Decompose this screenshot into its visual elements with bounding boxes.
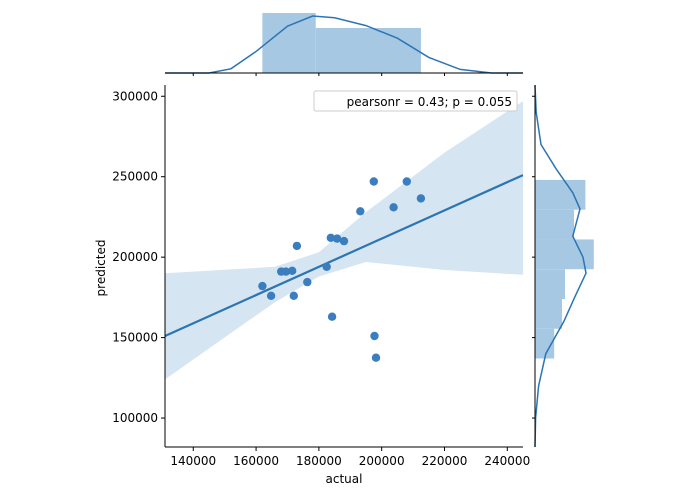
data-point xyxy=(326,233,335,242)
data-point xyxy=(289,291,298,300)
scatter-plot-area: 140000 160000 180000 200000 220000 240000 100… xyxy=(94,85,530,486)
x-tick-label: 220000 xyxy=(422,454,468,468)
data-point xyxy=(288,266,297,275)
x-histogram-bar xyxy=(315,28,421,73)
data-point xyxy=(327,312,337,321)
data-point xyxy=(416,194,426,203)
data-point xyxy=(292,241,302,251)
y-tick-label: 150000 xyxy=(112,331,158,345)
data-point xyxy=(258,281,267,291)
data-points xyxy=(258,177,426,362)
y-histogram-bar xyxy=(535,179,586,210)
data-point xyxy=(266,291,276,300)
data-point xyxy=(370,331,379,341)
y-axis-ticks: 100000 150000 200000 250000 300000 xyxy=(112,89,165,425)
x-histogram-bar xyxy=(262,13,316,73)
data-point xyxy=(339,236,349,246)
x-axis-label: actual xyxy=(326,472,363,486)
y-marginal-distribution xyxy=(532,84,594,448)
y-histogram-bar xyxy=(535,298,562,329)
data-point xyxy=(322,262,331,271)
data-point xyxy=(332,234,342,243)
data-point xyxy=(402,177,411,186)
data-point xyxy=(371,353,381,362)
regression-line xyxy=(164,174,524,337)
legend-box xyxy=(313,90,518,112)
x-axis-ticks: 140000 160000 180000 200000 220000 240000 xyxy=(170,447,530,468)
y-tick-label: 300000 xyxy=(112,89,158,103)
y-axis-label: predicted xyxy=(94,240,108,297)
x-marginal-ticks xyxy=(192,73,508,76)
y-histogram-bar xyxy=(535,328,555,359)
y-histogram-bar xyxy=(535,269,565,299)
y-tick-label: 200000 xyxy=(112,250,158,264)
data-point xyxy=(356,207,365,216)
y-marginal-kde xyxy=(534,84,587,448)
y-tick-label: 100000 xyxy=(112,411,158,425)
x-tick-label: 160000 xyxy=(233,454,279,468)
x-tick-label: 180000 xyxy=(296,454,342,468)
y-marginal-ticks xyxy=(532,95,535,419)
data-point xyxy=(389,203,398,212)
y-marginal-histogram xyxy=(535,179,594,359)
x-marginal-histogram xyxy=(262,13,421,73)
data-point xyxy=(303,277,312,287)
y-tick-label: 250000 xyxy=(112,170,158,184)
y-histogram-bar xyxy=(535,209,574,240)
x-marginal-kde xyxy=(165,15,523,74)
x-tick-label: 240000 xyxy=(484,454,530,468)
stats-legend: pearsonr = 0.43; p = 0.055 xyxy=(313,90,518,112)
data-point xyxy=(281,267,291,276)
pearson-annotation: pearsonr = 0.43; p = 0.055 xyxy=(347,95,512,109)
x-tick-label: 200000 xyxy=(359,454,405,468)
x-marginal-distribution xyxy=(165,13,523,76)
data-point xyxy=(369,177,378,186)
x-tick-label: 140000 xyxy=(170,454,216,468)
